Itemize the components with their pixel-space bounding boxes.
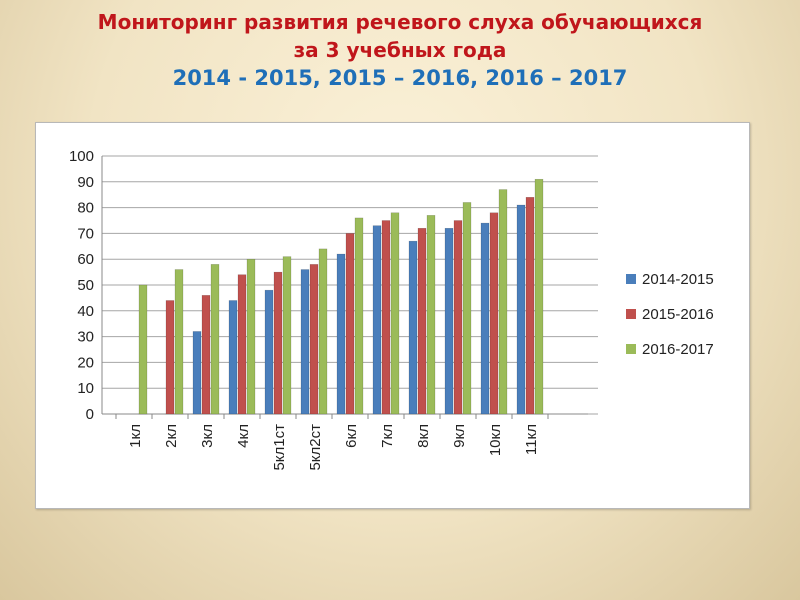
x-tick-label: 5кл2ст bbox=[307, 424, 324, 471]
bar-2016-2017-6кл bbox=[354, 217, 364, 415]
x-tick-label: 2кл bbox=[163, 424, 180, 448]
chart-container: 0 10 20 30 40 50 60 70 80 90 100 1кл 2кл 3кл 4кл 5кл1ст… bbox=[35, 122, 750, 509]
y-tick-label: 60 bbox=[77, 251, 94, 268]
bar-2014-2015-11кл bbox=[516, 204, 526, 415]
x-tick-label: 10кл bbox=[487, 424, 504, 456]
y-tick-label: 70 bbox=[77, 225, 94, 242]
bar-2015-2016-11кл bbox=[525, 197, 535, 415]
y-tick-label: 20 bbox=[77, 354, 94, 371]
y-tick-label: 80 bbox=[77, 200, 94, 217]
y-tick-label: 0 bbox=[86, 406, 94, 423]
y-tick-label: 90 bbox=[77, 174, 94, 191]
y-tick-label: 50 bbox=[77, 277, 94, 294]
legend-swatch-2015-2016 bbox=[626, 309, 636, 319]
bar-2015-2016-9кл bbox=[453, 220, 463, 415]
bar-2015-2016-7кл bbox=[381, 220, 391, 415]
bar-2016-2017-11кл bbox=[534, 178, 544, 415]
bar-2015-2016-6кл bbox=[345, 233, 355, 415]
bar-2016-2017-5кл2ст bbox=[318, 248, 328, 415]
bar-2014-2015-4кл bbox=[228, 300, 238, 415]
bar-2014-2015-8кл bbox=[408, 240, 418, 415]
bar-2016-2017-4кл bbox=[246, 258, 256, 415]
bar-2014-2015-10кл bbox=[480, 222, 490, 415]
bar-2015-2016-2кл bbox=[165, 300, 175, 415]
legend-swatch-2016-2017 bbox=[626, 344, 636, 354]
bar-chart: 0 10 20 30 40 50 60 70 80 90 100 1кл 2кл 3кл 4кл 5кл1ст… bbox=[69, 148, 714, 471]
bar-2016-2017-8кл bbox=[426, 215, 436, 415]
x-tick-label: 1кл bbox=[127, 424, 144, 448]
title-line-1: Мониторинг развития речевого слуха обуча… bbox=[97, 10, 703, 34]
bar-2015-2016-3кл bbox=[201, 295, 211, 415]
bar-2015-2016-10кл bbox=[489, 212, 499, 415]
bar-2015-2016-5кл2ст bbox=[309, 264, 319, 415]
x-tick-label: 4кл bbox=[235, 424, 252, 448]
legend-label: 2016-2017 bbox=[642, 341, 714, 358]
bar-2016-2017-9кл bbox=[462, 202, 472, 415]
bar-2016-2017-2кл bbox=[174, 269, 184, 415]
title-years: 2014 - 2015, 2015 – 2016, 2016 – 2017 bbox=[172, 66, 628, 90]
bar-2015-2016-5кл1ст bbox=[273, 271, 283, 415]
x-tick-label: 9кл bbox=[451, 424, 468, 448]
bar-2014-2015-7кл bbox=[372, 225, 382, 415]
bar-2014-2015-3кл bbox=[192, 331, 202, 415]
bar-2014-2015-5кл2ст bbox=[300, 269, 310, 415]
bar-2014-2015-5кл1ст bbox=[264, 289, 274, 415]
bar-2016-2017-10кл bbox=[498, 189, 508, 415]
bar-2016-2017-3кл bbox=[210, 264, 220, 415]
bar-2014-2015-6кл bbox=[336, 253, 346, 415]
x-tick-label: 6кл bbox=[343, 424, 360, 448]
x-tick-label: 3кл bbox=[199, 424, 216, 448]
y-tick-label: 40 bbox=[77, 303, 94, 320]
title-line-2: за 3 учебных года bbox=[293, 38, 507, 62]
legend-swatch-2014-2015 bbox=[626, 274, 636, 284]
y-tick-label: 100 bbox=[69, 148, 94, 165]
bar-2016-2017-1кл bbox=[138, 284, 148, 415]
bar-2015-2016-4кл bbox=[237, 274, 247, 415]
bar-2015-2016-8кл bbox=[417, 227, 427, 415]
bar-2014-2015-9кл bbox=[444, 227, 454, 415]
legend-label: 2015-2016 bbox=[642, 306, 714, 323]
bar-2016-2017-7кл bbox=[390, 212, 400, 415]
x-tick-label: 7кл bbox=[379, 424, 396, 448]
y-tick-label: 10 bbox=[77, 380, 94, 397]
y-tick-label: 30 bbox=[77, 329, 94, 346]
legend-label: 2014-2015 bbox=[642, 271, 714, 288]
bar-2016-2017-5кл1ст bbox=[282, 256, 292, 415]
x-tick-label: 8кл bbox=[415, 424, 432, 448]
x-tick-label: 11кл bbox=[523, 424, 540, 455]
x-tick-label: 5кл1ст bbox=[271, 424, 288, 471]
